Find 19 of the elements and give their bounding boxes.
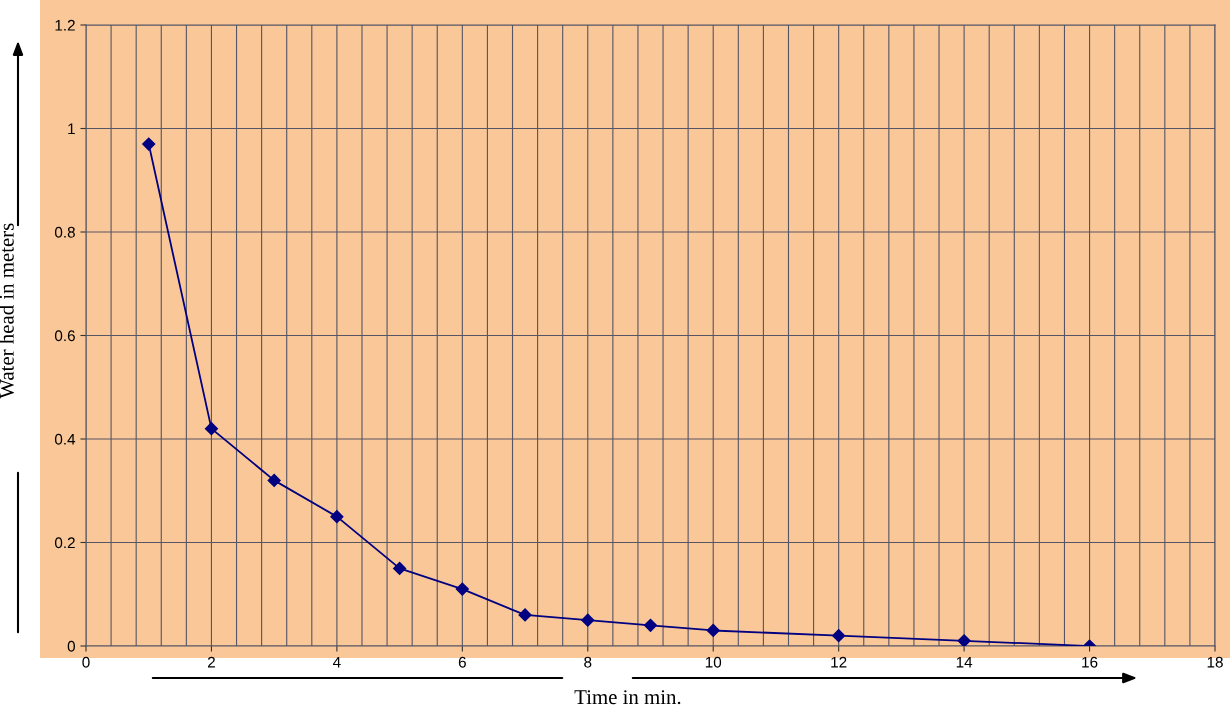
y-tick-label: 0.8 <box>54 226 75 238</box>
x-tick-label: 10 <box>705 656 722 668</box>
x-tick-label: 12 <box>831 656 847 668</box>
x-axis-title: Time in min. <box>574 690 681 705</box>
y-tick-label: 0 <box>67 640 75 652</box>
x-tick-label: 4 <box>332 656 341 668</box>
x-tick-label: 8 <box>584 656 592 668</box>
y-tick-label: 0.4 <box>54 433 76 445</box>
y-axis-title: Water head in meters <box>0 223 14 399</box>
x-tick-label: 6 <box>458 656 466 668</box>
x-tick-label: 2 <box>207 656 215 668</box>
x-tick-label: 18 <box>1207 656 1223 668</box>
y-tick-label: 1 <box>68 123 75 135</box>
x-tick-label: 14 <box>956 656 973 668</box>
x-tick-label: 16 <box>1082 656 1098 668</box>
y-tick-label: 0.2 <box>54 537 75 549</box>
y-tick-label: 0.6 <box>54 330 75 342</box>
x-tick-label: 0 <box>82 656 90 668</box>
y-tick-label: 1.2 <box>55 19 75 31</box>
